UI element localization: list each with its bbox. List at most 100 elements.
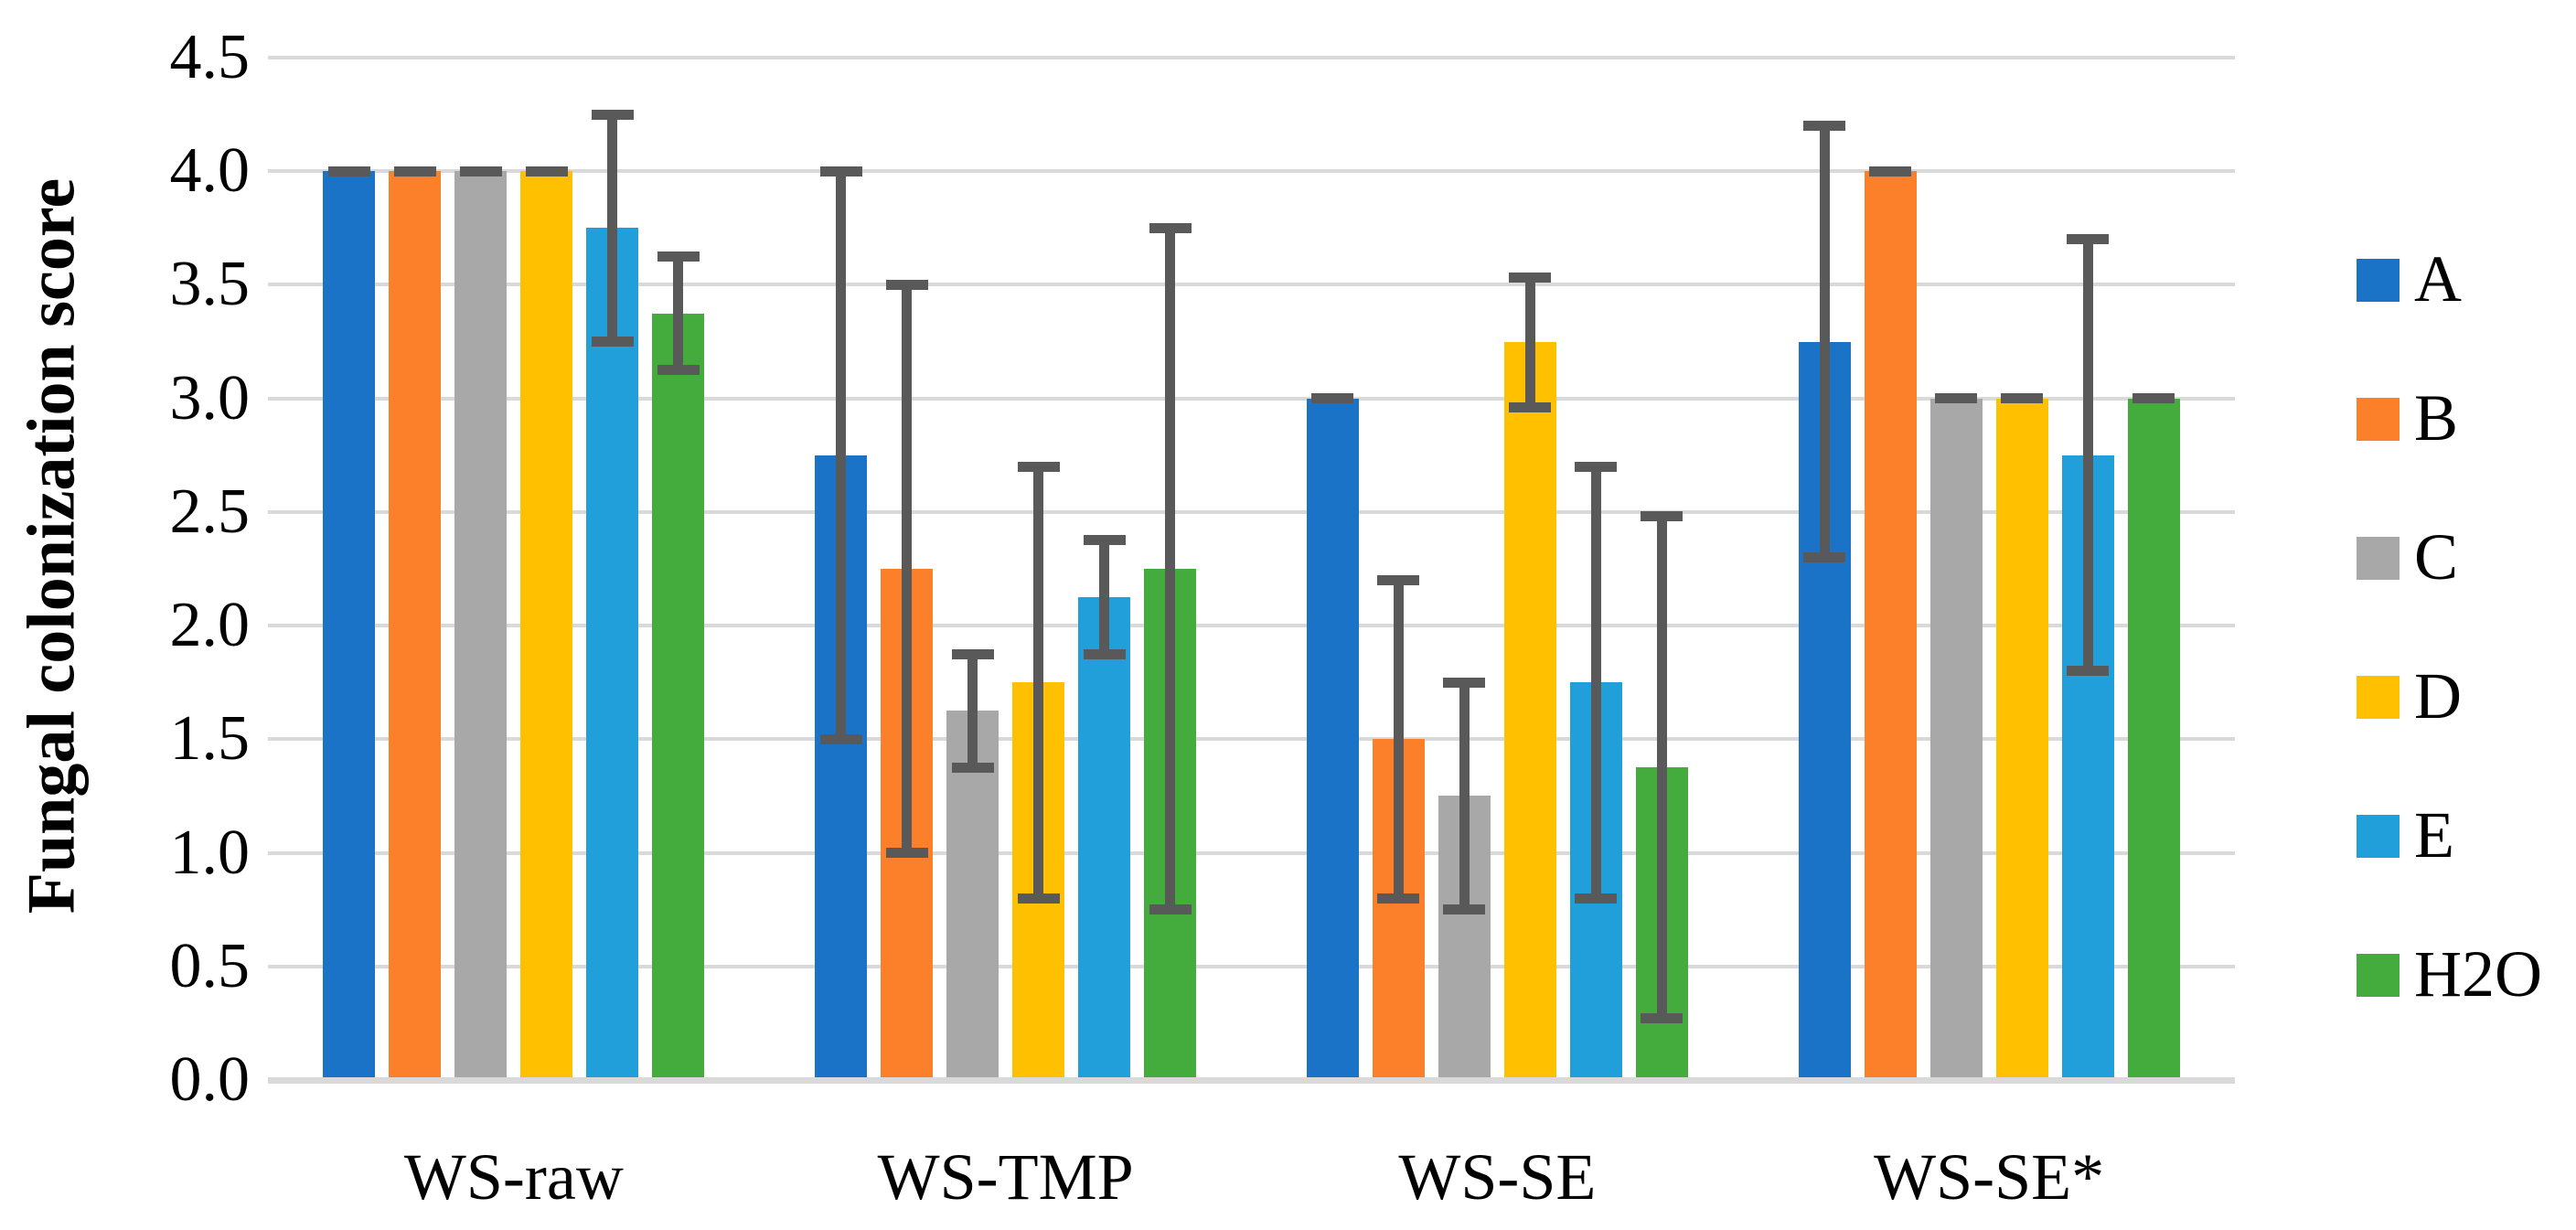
gridline xyxy=(268,624,2235,628)
error-cap xyxy=(327,166,370,176)
legend-swatch-E xyxy=(2357,815,2400,858)
bar-C-WS-raw xyxy=(454,171,508,1077)
error-cap xyxy=(1443,904,1486,915)
error-cap xyxy=(393,166,436,176)
gridline xyxy=(268,396,2235,401)
error-cap xyxy=(1149,222,1192,233)
y-tick-label: 2.0 xyxy=(169,590,251,661)
y-tick-label: 2.5 xyxy=(169,476,251,547)
x-category-label: WS-SE* xyxy=(1874,1140,2105,1214)
error-cap xyxy=(1869,166,1912,176)
error-cap xyxy=(819,733,862,744)
x-category-label: WS-raw xyxy=(403,1140,624,1214)
error-whisker xyxy=(1459,682,1470,910)
bar-B-WS-raw xyxy=(389,171,442,1077)
error-cap xyxy=(1509,402,1552,413)
y-tick-label: 3.5 xyxy=(169,249,251,320)
legend-label-H2O: H2O xyxy=(2414,937,2542,1011)
error-cap xyxy=(1803,552,1846,563)
error-whisker xyxy=(836,171,847,740)
bar-B-WS-SE* xyxy=(1864,171,1917,1077)
legend-swatch-H2O xyxy=(2357,954,2400,997)
legend-label-C: C xyxy=(2414,520,2459,594)
y-tick-label: 0.0 xyxy=(169,1044,251,1115)
error-cap xyxy=(1083,648,1126,659)
bar-H2O-WS-raw xyxy=(652,313,705,1077)
gridline xyxy=(268,509,2235,514)
legend-swatch-C xyxy=(2357,537,2400,580)
x-axis-line xyxy=(268,1077,2235,1084)
error-cap xyxy=(951,648,994,659)
bar-H2O-WS-SE* xyxy=(2127,398,2180,1077)
error-cap xyxy=(1017,461,1060,472)
x-category-label: WS-TMP xyxy=(877,1140,1134,1214)
error-cap xyxy=(2067,234,2110,245)
error-whisker xyxy=(1393,580,1404,899)
gridline xyxy=(268,737,2235,742)
bar-E-WS-raw xyxy=(586,228,639,1077)
error-cap xyxy=(657,251,700,262)
error-whisker xyxy=(607,114,618,342)
error-cap xyxy=(1377,893,1420,904)
error-cap xyxy=(1377,574,1420,585)
legend-label-A: A xyxy=(2414,242,2462,316)
legend-label-B: B xyxy=(2414,381,2459,455)
error-whisker xyxy=(673,256,684,370)
y-tick-label: 1.5 xyxy=(169,703,251,775)
legend-label-D: D xyxy=(2414,659,2462,733)
error-cap xyxy=(1083,535,1126,546)
gridline xyxy=(268,169,2235,174)
error-cap xyxy=(1575,893,1618,904)
gridline xyxy=(268,283,2235,287)
error-cap xyxy=(1641,511,1683,522)
error-whisker xyxy=(2082,239,2093,671)
error-cap xyxy=(1017,893,1060,904)
y-tick-label: 0.5 xyxy=(169,930,251,1001)
error-cap xyxy=(657,365,700,376)
error-cap xyxy=(1509,273,1552,283)
error-cap xyxy=(885,279,928,290)
y-tick-label: 4.0 xyxy=(169,135,251,207)
y-tick-label: 4.5 xyxy=(169,22,251,92)
bar-A-WS-raw xyxy=(323,171,376,1077)
error-cap xyxy=(591,337,634,348)
bar-C-WS-SE* xyxy=(1929,398,1983,1077)
error-cap xyxy=(951,762,994,773)
error-whisker xyxy=(1656,516,1667,1019)
error-whisker xyxy=(967,654,978,768)
error-cap xyxy=(525,166,568,176)
gridline xyxy=(268,56,2235,59)
error-whisker xyxy=(1099,540,1110,655)
y-tick-label: 3.0 xyxy=(169,362,251,433)
legend-swatch-D xyxy=(2357,676,2400,719)
error-whisker xyxy=(1590,466,1601,899)
error-cap xyxy=(2067,666,2110,677)
error-cap xyxy=(1641,1013,1683,1024)
error-cap xyxy=(1575,461,1618,472)
error-whisker xyxy=(902,284,913,853)
legend-swatch-B xyxy=(2357,398,2400,441)
gridline xyxy=(268,850,2235,855)
legend-swatch-A xyxy=(2357,259,2400,302)
bar-D-WS-SE xyxy=(1503,341,1556,1077)
error-whisker xyxy=(1524,277,1535,408)
error-cap xyxy=(2132,393,2175,404)
bar-D-WS-raw xyxy=(520,171,573,1077)
error-cap xyxy=(1935,393,1978,404)
error-cap xyxy=(2001,393,2044,404)
bar-D-WS-SE* xyxy=(1995,398,2048,1077)
error-cap xyxy=(885,848,928,859)
error-cap xyxy=(819,166,862,176)
legend-label-E: E xyxy=(2414,798,2454,872)
bar-E-WS-TMP xyxy=(1078,597,1131,1077)
error-whisker xyxy=(1165,228,1176,910)
gridline xyxy=(268,964,2235,968)
error-whisker xyxy=(1033,466,1044,899)
error-cap xyxy=(1443,677,1486,688)
error-cap xyxy=(1311,393,1354,404)
error-cap xyxy=(459,166,502,176)
error-whisker xyxy=(1819,125,1830,558)
